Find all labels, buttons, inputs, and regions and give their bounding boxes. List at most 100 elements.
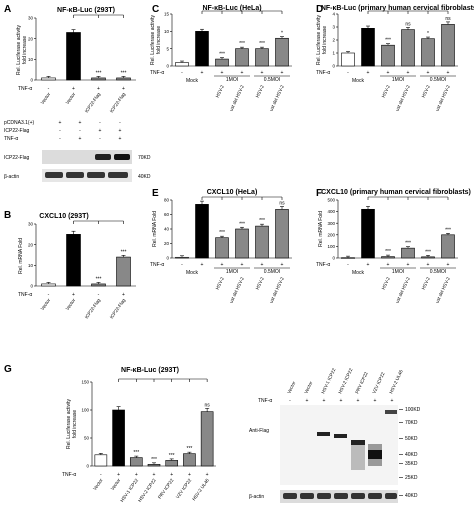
group-label: 1MOI	[392, 77, 404, 83]
tnf-sign: +	[261, 70, 264, 76]
tnf-label: TNF-α	[258, 398, 272, 404]
blot-sign: -	[119, 120, 121, 126]
tnf-sign: +	[188, 472, 191, 478]
category-label: HSV-2	[255, 276, 265, 291]
blot-sign: +	[99, 128, 102, 134]
y-tick-label: 20	[164, 241, 170, 246]
tnf-sign: -	[48, 292, 50, 298]
bar	[361, 208, 375, 259]
y-axis-label: fold increase	[156, 26, 162, 55]
bar	[116, 256, 131, 287]
bar	[255, 225, 269, 259]
tnf-sign: +	[447, 262, 450, 268]
y-tick-label: 80	[164, 198, 170, 203]
blot-lane-label: Vector	[286, 380, 296, 394]
panel-title: NF-κB-Luc (293T)	[57, 7, 115, 14]
panel-letter: B	[4, 210, 11, 221]
tnf-sign: -	[98, 292, 100, 298]
bar	[91, 283, 106, 287]
blot-lane-label: VZV ICP22	[371, 371, 385, 394]
tnf-sign: +	[407, 262, 410, 268]
y-axis-label: fold increase	[322, 26, 328, 55]
tnf-sign: +	[72, 86, 75, 92]
blot-tnf-sign: +	[323, 398, 326, 404]
y-tick-label: 50	[84, 436, 90, 441]
category-label: ust del HSV-2	[395, 276, 412, 304]
y-tick-label: 500	[327, 198, 335, 203]
group-label: Mock	[186, 270, 198, 276]
category-label: HSV-2	[381, 276, 391, 291]
panel-title: CXCL10 (primary human cervical fibroblas…	[321, 189, 471, 196]
blot-label: ICP22-Flag	[4, 155, 30, 161]
category-label: ICP22-Flag	[109, 91, 127, 113]
tnf-sign: +	[407, 70, 410, 76]
blot-row-label: TNF-α	[4, 136, 18, 142]
tnf-sign: +	[135, 472, 138, 478]
significance-label: ***	[121, 70, 127, 76]
y-tick-label: 2	[332, 38, 335, 43]
y-tick-label: 40	[164, 227, 170, 232]
tnf-sign: +	[427, 70, 430, 76]
y-tick-label: 300	[327, 221, 335, 226]
group-label: 1MOI	[392, 269, 404, 275]
significance-label: ns	[205, 402, 211, 408]
tnf-label: TNF-α	[316, 70, 330, 76]
category-label: HSV-2	[215, 84, 225, 99]
category-label: ust del HSV-2	[269, 276, 286, 304]
y-tick-label: 0	[86, 464, 89, 469]
blot-lane-label: HSV-1 ICP22	[320, 367, 336, 394]
y-tick-label: 30	[28, 16, 34, 21]
blot-row-label: ICP22-Flag	[4, 128, 30, 134]
category-label: VZV ICP22	[175, 477, 193, 499]
bar	[235, 48, 249, 67]
marker-label: 70KD	[138, 155, 151, 161]
bar	[215, 237, 229, 259]
y-tick-label: 0	[332, 64, 335, 69]
tnf-sign: +	[153, 472, 156, 478]
marker-label: 35KD	[405, 461, 418, 467]
y-tick-label: 60	[164, 212, 170, 217]
panel-title: CXCL10 (293T)	[39, 213, 88, 220]
category-label: HSV-2 UL46	[191, 477, 210, 501]
significance-label: *	[427, 31, 429, 37]
significance-label: ***	[259, 218, 265, 224]
category-label: ICP22-Flag	[109, 297, 127, 319]
marker-label: 40KD	[138, 174, 151, 180]
bar	[66, 234, 81, 287]
panel-letter: G	[4, 364, 12, 375]
bar	[401, 247, 415, 259]
panel-letter: E	[152, 188, 159, 199]
tnf-label: TNF-α	[150, 70, 164, 76]
tnf-sign: +	[261, 262, 264, 268]
panel-title: NF-κB-Luc (293T)	[121, 367, 179, 374]
group-label: 1MOI	[226, 77, 238, 83]
category-label: ust del HSV-2	[229, 276, 246, 304]
category-label: Vector	[40, 297, 52, 311]
y-tick-label: 0	[332, 256, 335, 261]
y-tick-label: 15	[164, 12, 170, 17]
tnf-label: TNF-α	[18, 292, 32, 298]
significance-label: ***	[151, 457, 157, 463]
group-label: 0.5MOI	[264, 77, 280, 83]
bar	[195, 31, 209, 67]
category-label: HSV-2	[215, 276, 225, 291]
blot-tnf-sign: +	[340, 398, 343, 404]
category-label: ICP22-Flag	[84, 297, 102, 319]
category-label: ust del HSV-2	[435, 84, 452, 112]
tnf-sign: +	[387, 70, 390, 76]
y-axis-label: Rel. mRNA Fold	[18, 238, 24, 274]
y-tick-label: 10	[28, 57, 34, 62]
bar	[94, 454, 108, 467]
bar	[381, 44, 395, 67]
bar	[215, 58, 229, 67]
y-tick-label: 3	[332, 25, 335, 30]
y-tick-label: 0	[166, 256, 169, 261]
category-label: ust del HSV-2	[229, 84, 246, 112]
category-label: HSV-2	[421, 84, 431, 99]
significance-label: ***	[133, 450, 139, 456]
y-tick-label: 200	[327, 232, 335, 237]
category-label: Vector	[65, 91, 77, 105]
significance-label: ns	[279, 201, 285, 207]
tnf-sign: -	[347, 262, 349, 268]
